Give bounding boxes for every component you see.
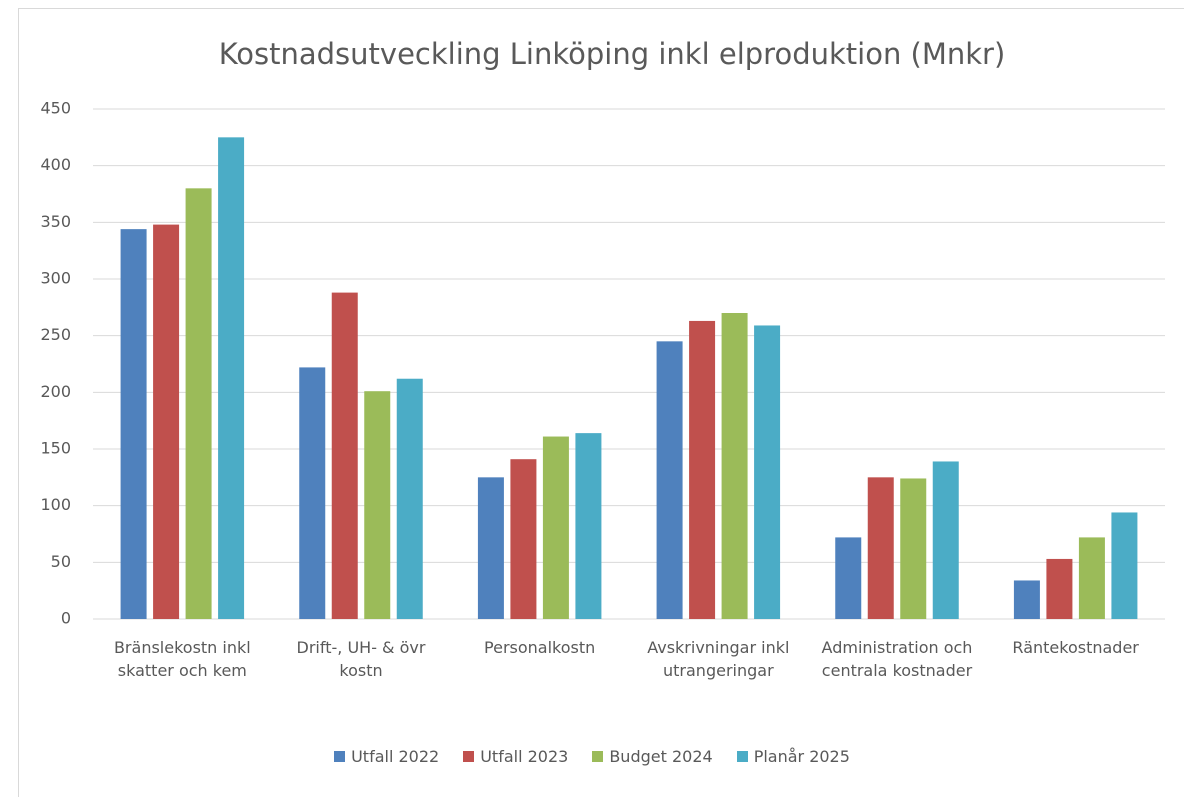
bar xyxy=(120,229,147,619)
bar xyxy=(364,391,391,619)
bar xyxy=(218,137,245,620)
legend-item: Budget 2024 xyxy=(592,747,713,766)
bar xyxy=(477,477,504,619)
y-tick-label: 300 xyxy=(40,269,71,288)
x-tick-label: Avskrivningar inkl utrangeringar xyxy=(647,638,790,680)
bar xyxy=(331,292,358,619)
chart-title: Kostnadsutveckling Linköping inkl elprod… xyxy=(219,37,1006,71)
legend-item: Planår 2025 xyxy=(736,747,850,766)
bar xyxy=(510,459,537,619)
legend-label: Utfall 2022 xyxy=(351,747,440,766)
x-tick-label: Räntekostnader xyxy=(1012,638,1139,657)
bar xyxy=(542,436,569,619)
bar xyxy=(721,313,748,619)
y-tick-label: 100 xyxy=(40,495,71,514)
legend-label: Budget 2024 xyxy=(609,747,713,766)
bar xyxy=(153,224,180,619)
bar xyxy=(396,378,423,619)
legend-label: Utfall 2023 xyxy=(480,747,569,766)
y-tick-label: 200 xyxy=(40,382,71,401)
legend-item: Utfall 2022 xyxy=(334,747,439,766)
y-tick-label: 250 xyxy=(40,325,71,344)
chart-border xyxy=(18,8,1184,797)
bar xyxy=(1046,558,1073,619)
bar xyxy=(656,341,683,619)
x-tick-label: Bränslekostn inkl skatter och kem xyxy=(113,638,251,680)
bar xyxy=(575,433,602,619)
y-tick-label: 0 xyxy=(61,609,71,628)
bar xyxy=(835,537,862,619)
legend-swatch xyxy=(334,751,346,762)
bar xyxy=(185,188,212,620)
bar xyxy=(689,320,716,619)
bar xyxy=(1111,512,1138,619)
x-tick-label: Drift-, UH- & övr kostn xyxy=(296,638,426,680)
y-tick-label: 150 xyxy=(40,439,71,458)
bar xyxy=(867,477,894,619)
legend: Utfall 2022 Utfall 2023 Budget 2024 Planår … xyxy=(0,747,1184,766)
legend-swatch xyxy=(592,751,604,762)
bar xyxy=(1013,580,1040,619)
legend-swatch xyxy=(463,751,475,762)
legend-item: Utfall 2023 xyxy=(463,747,568,766)
bar xyxy=(299,367,326,619)
legend-swatch xyxy=(736,751,748,762)
bar xyxy=(1078,537,1105,619)
y-tick-label: 350 xyxy=(40,212,71,231)
bar xyxy=(754,325,781,619)
bar xyxy=(932,461,959,619)
bar xyxy=(900,478,927,619)
legend-label: Planår 2025 xyxy=(753,747,850,766)
y-tick-label: 400 xyxy=(40,155,71,174)
x-tick-label: Administration och centrala kostnader xyxy=(821,638,973,680)
y-tick-label: 50 xyxy=(51,552,71,571)
y-tick-label: 450 xyxy=(40,99,71,118)
x-tick-label: Personalkostn xyxy=(484,638,596,657)
